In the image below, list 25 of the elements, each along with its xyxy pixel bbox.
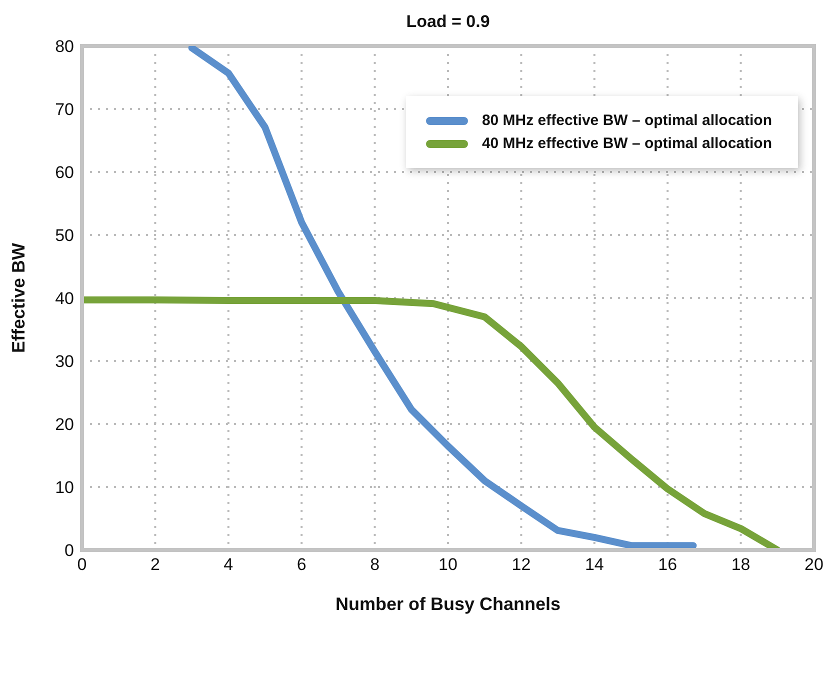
x-tick-label: 16 — [658, 555, 678, 574]
legend-label: 40 MHz effective BW – optimal allocation — [482, 135, 772, 152]
y-tick-label: 60 — [55, 163, 74, 182]
y-tick-label: 0 — [64, 541, 74, 560]
y-tick-label: 80 — [55, 37, 74, 56]
y-axis-title: Effective BW — [8, 242, 28, 354]
y-tick-label: 20 — [55, 415, 74, 434]
x-tick-label: 10 — [438, 555, 458, 574]
x-tick-label: 4 — [224, 555, 234, 574]
y-tick-label: 10 — [55, 478, 74, 498]
x-tick-label: 0 — [77, 555, 87, 574]
x-tick-label: 20 — [804, 555, 824, 574]
y-tick-label: 40 — [55, 289, 74, 308]
chart-title: Load = 0.9 — [405, 11, 491, 33]
y-tick-label: 50 — [55, 226, 74, 246]
x-axis-title: Number of Busy Channels — [335, 594, 561, 614]
x-tick-label: 2 — [150, 555, 160, 574]
x-tick-label: 8 — [370, 555, 380, 574]
y-tick-label: 30 — [55, 352, 74, 372]
x-tick-label: 6 — [296, 555, 306, 574]
y-tick-label: 70 — [55, 100, 74, 120]
x-tick-label: 18 — [731, 555, 750, 574]
x-tick-label: 14 — [584, 555, 604, 574]
legend-label: 80 MHz effective BW – optimal allocation — [482, 112, 772, 129]
x-tick-label: 12 — [512, 555, 531, 574]
